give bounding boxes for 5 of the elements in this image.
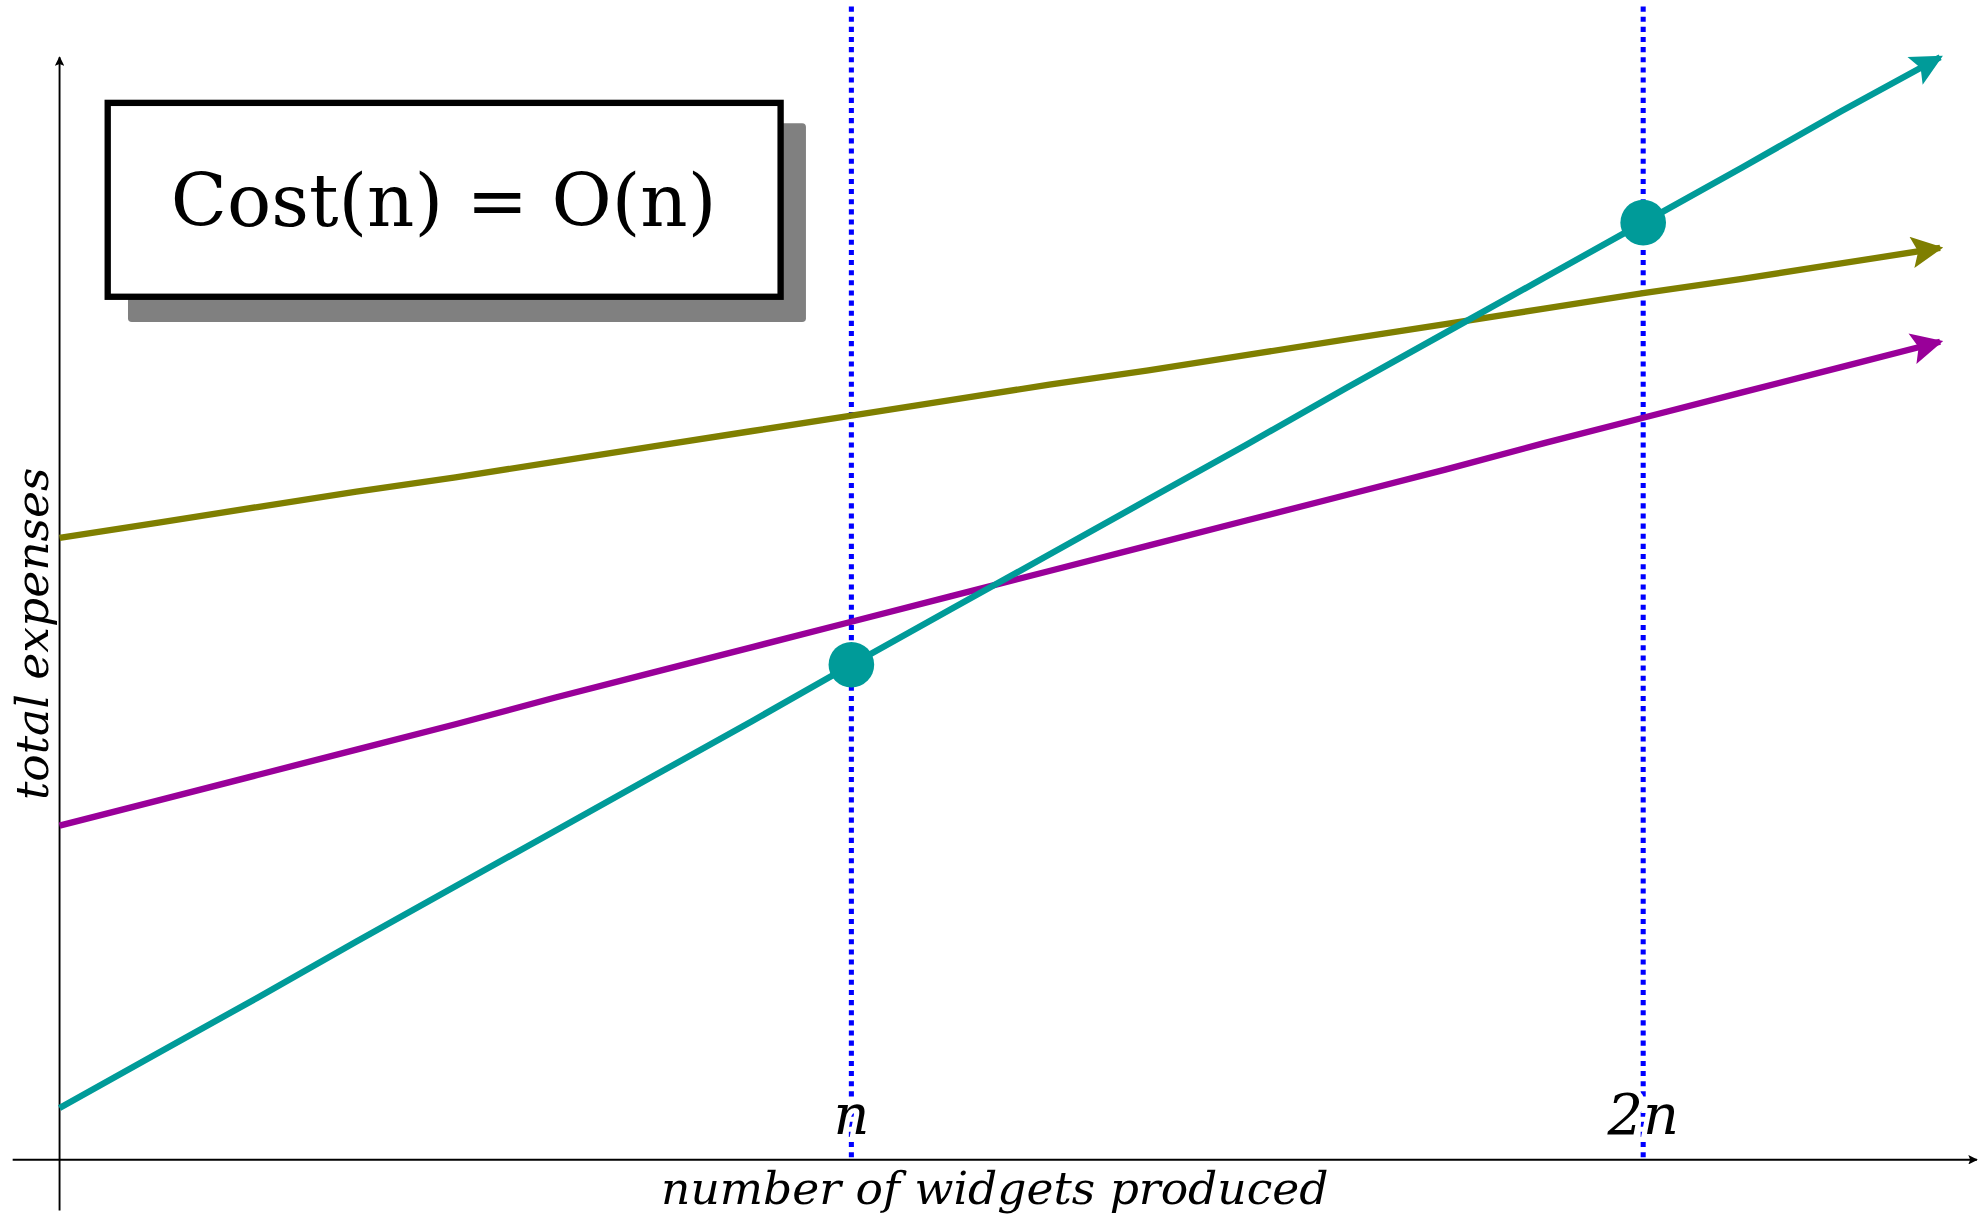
- annotation: Cost(n) = O(n): [170, 157, 717, 243]
- y-axis-title: total expenses: [6, 467, 60, 801]
- x-tick-label: n: [833, 1082, 870, 1148]
- x-tick-label: 2n: [1606, 1082, 1679, 1148]
- x-axis-title: number of widgets produced: [661, 1162, 1329, 1216]
